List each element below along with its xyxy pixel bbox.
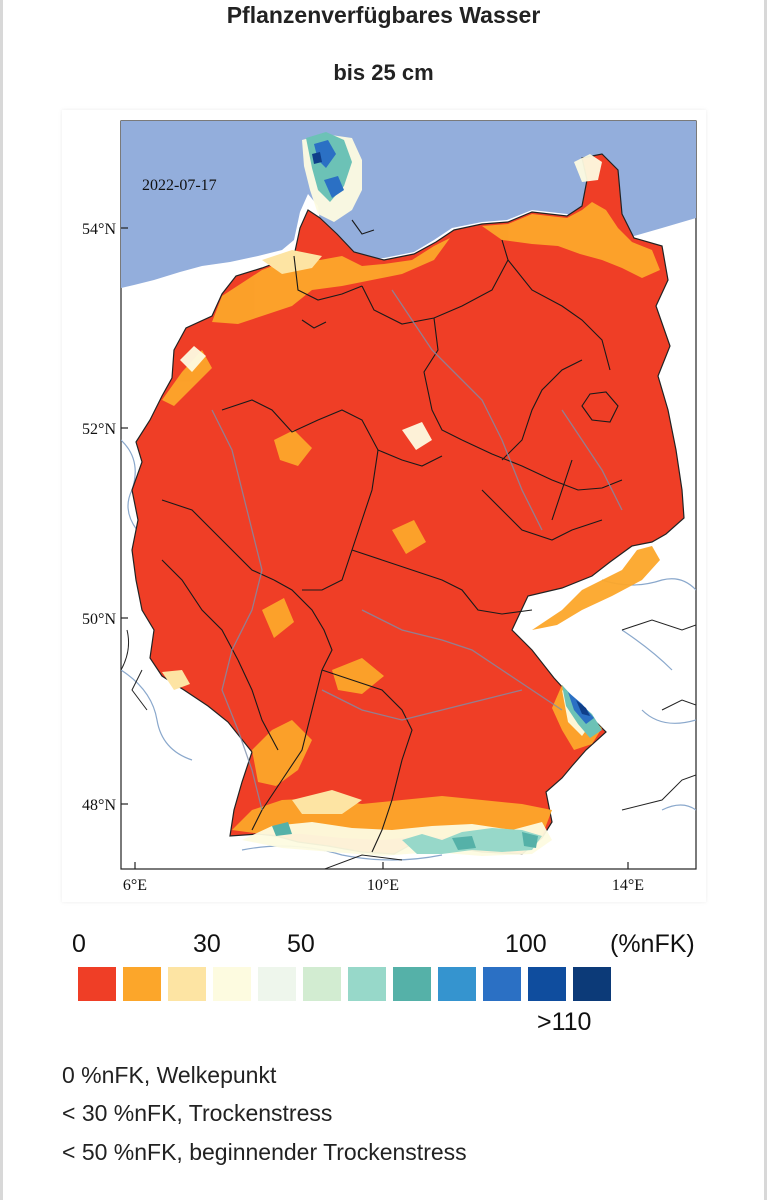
page-subtitle: bis 25 cm bbox=[333, 60, 434, 85]
lon-label-10: 10°E bbox=[367, 877, 399, 894]
frame-left bbox=[0, 0, 3, 1200]
map-date: 2022-07-17 bbox=[142, 177, 217, 194]
scale-label-100: 100 bbox=[505, 930, 547, 958]
lat-label-54: 54°N bbox=[82, 221, 116, 238]
scale-swatch-11 bbox=[573, 967, 611, 1001]
lon-label-14: 14°E bbox=[612, 877, 644, 894]
scale-label-30: 30 bbox=[193, 930, 221, 958]
lat-label-52: 52°N bbox=[82, 421, 116, 438]
moisture-light-orange bbox=[162, 250, 362, 814]
scale-swatch-0 bbox=[78, 967, 116, 1001]
moisture-wet bbox=[272, 132, 602, 854]
scale-swatch-4 bbox=[258, 967, 296, 1001]
note-beginnender-trockenstress: < 50 %nFK, beginnender Trockenstress bbox=[62, 1139, 467, 1165]
scale-swatch-2 bbox=[168, 967, 206, 1001]
neighbor-borders bbox=[121, 619, 696, 869]
note-trockenstress: < 30 %nFK, Trockenstress bbox=[62, 1100, 333, 1126]
scale-swatch-6 bbox=[348, 967, 386, 1001]
frame-right bbox=[764, 0, 767, 1200]
scale-swatch-5 bbox=[303, 967, 341, 1001]
scale-swatch-9 bbox=[483, 967, 521, 1001]
scale-unit-label: (%nFK) bbox=[610, 930, 695, 958]
note-welkepunkt: 0 %nFK, Welkepunkt bbox=[62, 1062, 277, 1088]
scale-label-0: 0 bbox=[72, 930, 86, 958]
germany-map: 2022-07-17 54°N 52°N 50°N 48°N 6°E 10°E … bbox=[82, 120, 697, 894]
scale-swatch-8 bbox=[438, 967, 476, 1001]
germany-land bbox=[131, 153, 685, 855]
neighbor-rivers bbox=[121, 439, 696, 861]
sea-area bbox=[121, 121, 696, 288]
axis-ticks bbox=[121, 227, 629, 869]
scale-swatch-1 bbox=[123, 967, 161, 1001]
map-card: 2022-07-17 54°N 52°N 50°N 48°N 6°E 10°E … bbox=[62, 110, 706, 902]
scale-swatch-3 bbox=[213, 967, 251, 1001]
lat-label-48: 48°N bbox=[82, 797, 116, 814]
lon-label-6: 6°E bbox=[123, 877, 147, 894]
scale-label-over-110: >110 bbox=[537, 1008, 592, 1036]
lat-label-50: 50°N bbox=[82, 611, 116, 628]
rivers bbox=[211, 289, 623, 811]
page-title: Pflanzenverfügbares Wasser bbox=[226, 2, 541, 28]
scale-label-50: 50 bbox=[287, 930, 315, 958]
scale-swatch-10 bbox=[528, 967, 566, 1001]
scale-swatch-7 bbox=[393, 967, 431, 1001]
state-borders bbox=[161, 219, 623, 853]
